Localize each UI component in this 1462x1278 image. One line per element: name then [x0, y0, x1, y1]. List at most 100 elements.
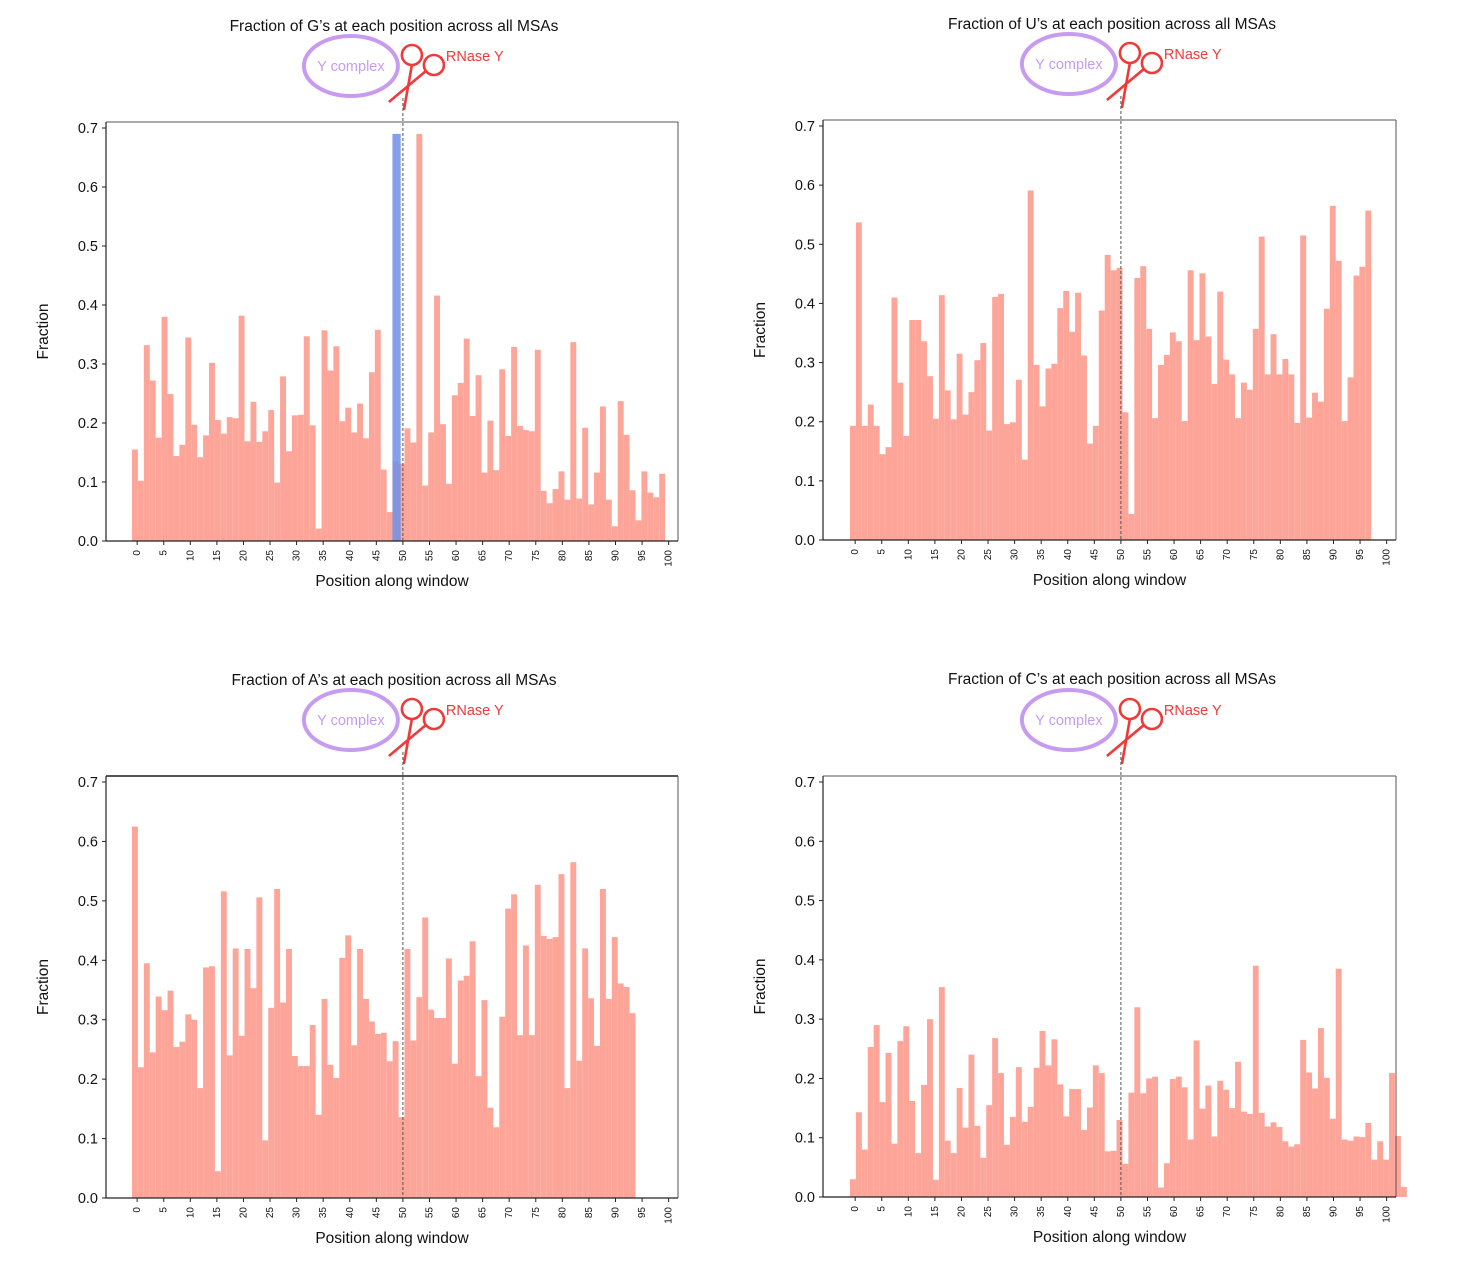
- bar: [1199, 273, 1206, 540]
- bar: [599, 888, 606, 1198]
- bar: [998, 1073, 1005, 1197]
- x-tick-label: 70: [504, 550, 515, 562]
- bar: [576, 1060, 583, 1198]
- bar: [380, 469, 387, 541]
- bar: [1069, 1089, 1076, 1197]
- scissors-icon: [388, 43, 446, 111]
- bar: [1116, 267, 1123, 540]
- bar: [428, 1009, 435, 1198]
- bar: [191, 424, 198, 541]
- bar: [1217, 291, 1224, 540]
- x-tick-label: 0: [850, 549, 861, 555]
- bar: [209, 966, 215, 1198]
- bar: [380, 1032, 387, 1198]
- y-tick-label: 0.7: [795, 775, 815, 791]
- bar: [1175, 341, 1182, 540]
- bar: [1122, 1163, 1129, 1197]
- x-tick-label: 85: [584, 1207, 595, 1219]
- x-axis-label: Position along window: [1033, 1229, 1187, 1246]
- bar: [1015, 379, 1022, 540]
- y-tick-label: 0.6: [78, 834, 98, 850]
- bar: [528, 431, 535, 541]
- bar: [855, 1112, 862, 1197]
- x-tick-label: 60: [451, 1207, 462, 1219]
- bar: [321, 330, 328, 541]
- bar: [558, 874, 565, 1198]
- bar: [173, 456, 180, 541]
- bar: [511, 894, 518, 1198]
- bar: [232, 418, 239, 541]
- bar: [1211, 383, 1218, 540]
- bar: [1335, 968, 1342, 1197]
- bar: [1193, 340, 1200, 540]
- bar: [1069, 331, 1076, 540]
- bar: [867, 1047, 874, 1197]
- bar: [944, 390, 951, 540]
- bar: [962, 414, 969, 540]
- x-tick-label: 95: [637, 1207, 648, 1219]
- x-tick-label: 10: [185, 1207, 196, 1219]
- x-tick-label: 5: [159, 550, 170, 556]
- x-tick-label: 60: [1169, 549, 1180, 561]
- x-tick-label: 95: [1355, 549, 1366, 561]
- x-tick-label: 45: [1089, 1206, 1100, 1218]
- bar: [594, 472, 600, 541]
- y-complex-label: Y complex: [1035, 713, 1103, 729]
- bar: [1294, 1144, 1301, 1197]
- bar: [932, 418, 939, 540]
- bar: [1329, 1118, 1336, 1197]
- bar: [850, 425, 856, 540]
- bar: [1075, 292, 1082, 540]
- bar: [1187, 1139, 1194, 1197]
- x-tick-label: 85: [584, 550, 595, 562]
- bar: [404, 428, 411, 541]
- bar: [1323, 1077, 1330, 1197]
- bar: [422, 917, 429, 1198]
- y-axis-label: Fraction: [35, 959, 52, 1015]
- y-complex-annotation: Y complex RNase Y: [301, 34, 504, 111]
- bar: [1235, 1061, 1241, 1197]
- plot-area: 0.0 0.1 0.2 0.3 0.4 0.5 0.6 0.7 0 5 10 15 20 25 30 35 40…: [35, 98, 679, 590]
- bar: [552, 937, 559, 1198]
- bar: [1169, 1079, 1176, 1197]
- bar: [297, 1066, 304, 1198]
- bar: [499, 369, 506, 541]
- bar: [1163, 1163, 1170, 1197]
- x-tick-label: 25: [983, 549, 994, 561]
- x-tick-label: 0: [132, 1207, 143, 1213]
- bar: [440, 1017, 446, 1198]
- bar: [167, 394, 174, 541]
- bar: [428, 432, 435, 541]
- bar: [1258, 236, 1265, 540]
- bar: [445, 483, 452, 541]
- bar: [469, 415, 476, 541]
- bar: [582, 427, 589, 541]
- x-tick-label: 65: [1196, 549, 1207, 561]
- bar: [534, 349, 541, 541]
- x-tick-label: 60: [451, 550, 462, 562]
- bar: [226, 1055, 233, 1198]
- bar: [588, 998, 595, 1198]
- bar: [1264, 374, 1271, 540]
- y-complex-ellipse: [301, 34, 400, 98]
- x-tick-label: 65: [1196, 1206, 1207, 1218]
- bar: [1009, 1116, 1016, 1197]
- bar: [927, 1019, 933, 1197]
- bar: [220, 891, 227, 1198]
- rnase-y-label: RNase Y: [1164, 47, 1222, 63]
- x-tick-label: 40: [345, 550, 356, 562]
- x-tick-label: 90: [1328, 549, 1339, 561]
- y-tick-label: 0.4: [78, 953, 98, 969]
- bar: [1306, 417, 1313, 540]
- bar: [1211, 1136, 1218, 1197]
- bar: [1033, 364, 1040, 540]
- bar: [897, 382, 904, 540]
- bar: [1270, 1122, 1277, 1197]
- bar: [1051, 363, 1058, 540]
- y-complex-label: Y complex: [317, 59, 385, 75]
- plot-area: 0.0 0.1 0.2 0.3 0.4 0.5 0.6 0.7 0 5 10 15 20 25 30 35 40…: [752, 96, 1397, 589]
- y-axis-label: Fraction: [752, 302, 769, 358]
- bar: [635, 520, 642, 541]
- bar: [528, 1035, 535, 1198]
- bar: [132, 449, 138, 541]
